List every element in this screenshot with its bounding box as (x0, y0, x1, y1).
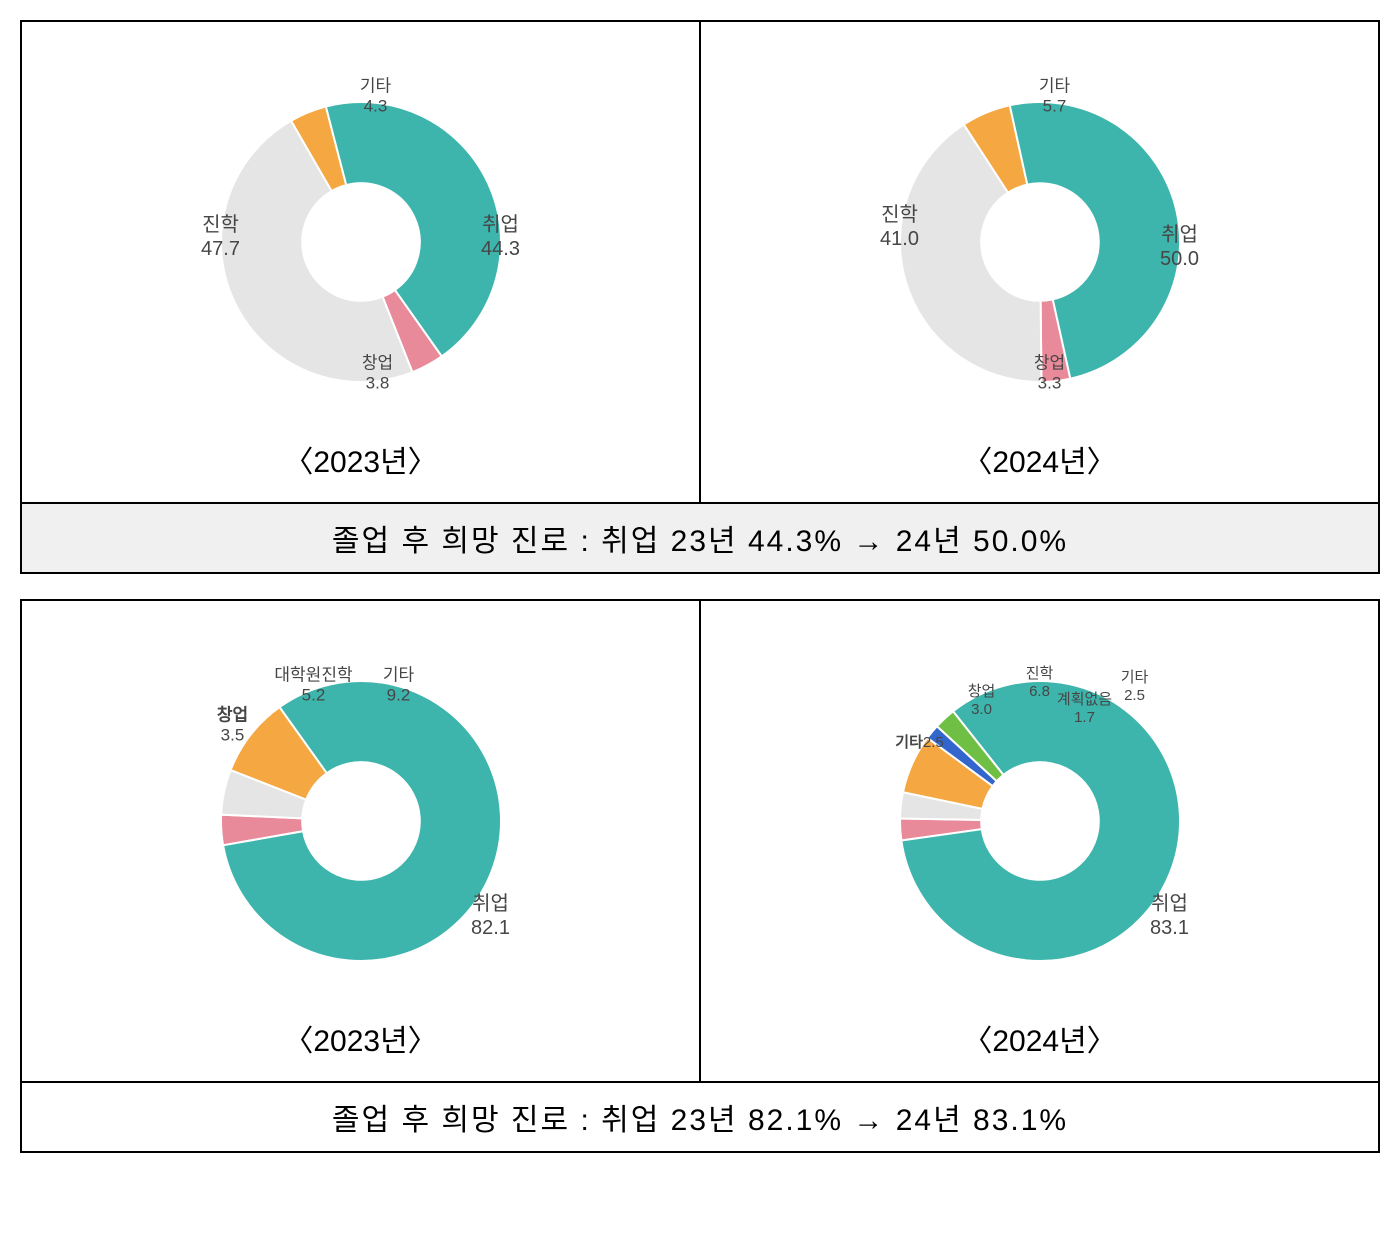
panel-group: 창업3.5 대학원진학5.2 기타9.2 취업82.1 〈2023년〉 기타2.5 창업3.… (20, 599, 1380, 1153)
slice-label: 계획없음1.7 (1057, 691, 1112, 727)
slice-label: 창업3.8 (362, 354, 393, 395)
chart-cell: 창업3.5 대학원진학5.2 기타9.2 취업82.1 〈2023년〉 (22, 601, 701, 1081)
slice-label: 대학원진학5.2 (274, 666, 352, 707)
charts-row: 창업3.5 대학원진학5.2 기타9.2 취업82.1 〈2023년〉 기타2.5 창업3.… (22, 601, 1378, 1081)
slice-label: 창업3.5 (217, 706, 248, 747)
slice-label: 기타9.2 (383, 666, 414, 707)
caption-row: 졸업 후 희망 진로 : 취업 23년 82.1% → 24년 83.1% (22, 1081, 1378, 1151)
slice-label: 진학6.8 (1026, 665, 1054, 701)
donut-chart: 기타5.7 취업50.0 창업3.3 진학41.0 (850, 52, 1230, 432)
chart-cell: 기타2.5 창업3.0 진학6.8계획없음1.7 기타2.5 취업83.1 〈2024년〉 (701, 601, 1378, 1081)
donut-chart: 기타2.5 창업3.0 진학6.8계획없음1.7 기타2.5 취업83.1 (850, 631, 1230, 1011)
year-label: 〈2023년〉 (283, 437, 437, 481)
slice-label: 기타5.7 (1039, 77, 1070, 118)
year-label: 〈2024년〉 (962, 437, 1116, 481)
slice-label: 취업44.3 (481, 213, 520, 261)
slice-label: 기타2.5 (1121, 669, 1149, 705)
caption-row: 졸업 후 희망 진로 : 취업 23년 44.3% → 24년 50.0% (22, 502, 1378, 572)
donut-chart: 창업3.5 대학원진학5.2 기타9.2 취업82.1 (171, 631, 551, 1011)
slice-label: 취업83.1 (1150, 892, 1189, 940)
year-label: 〈2024년〉 (962, 1016, 1116, 1060)
year-label: 〈2023년〉 (283, 1016, 437, 1060)
slice-label: 취업50.0 (1160, 223, 1199, 271)
slice-label: 취업82.1 (471, 892, 510, 940)
charts-row: 기타4.3 취업44.3 창업3.8 진학47.7 〈2023년〉 기타5.7 취업50.0… (22, 22, 1378, 502)
donut-chart: 기타4.3 취업44.3 창업3.8 진학47.7 (171, 52, 551, 432)
slice-label: 진학41.0 (880, 203, 919, 251)
slice-label: 창업3.3 (1034, 354, 1065, 395)
slice-label: 창업3.0 (968, 683, 996, 719)
slice-label: 기타4.3 (360, 77, 391, 118)
chart-cell: 기타4.3 취업44.3 창업3.8 진학47.7 〈2023년〉 (22, 22, 701, 502)
slice-label: 기타2.5 (895, 734, 943, 752)
slice-label: 진학47.7 (201, 213, 240, 261)
panel-group: 기타4.3 취업44.3 창업3.8 진학47.7 〈2023년〉 기타5.7 취업50.0… (20, 20, 1380, 574)
chart-cell: 기타5.7 취업50.0 창업3.3 진학41.0 〈2024년〉 (701, 22, 1378, 502)
